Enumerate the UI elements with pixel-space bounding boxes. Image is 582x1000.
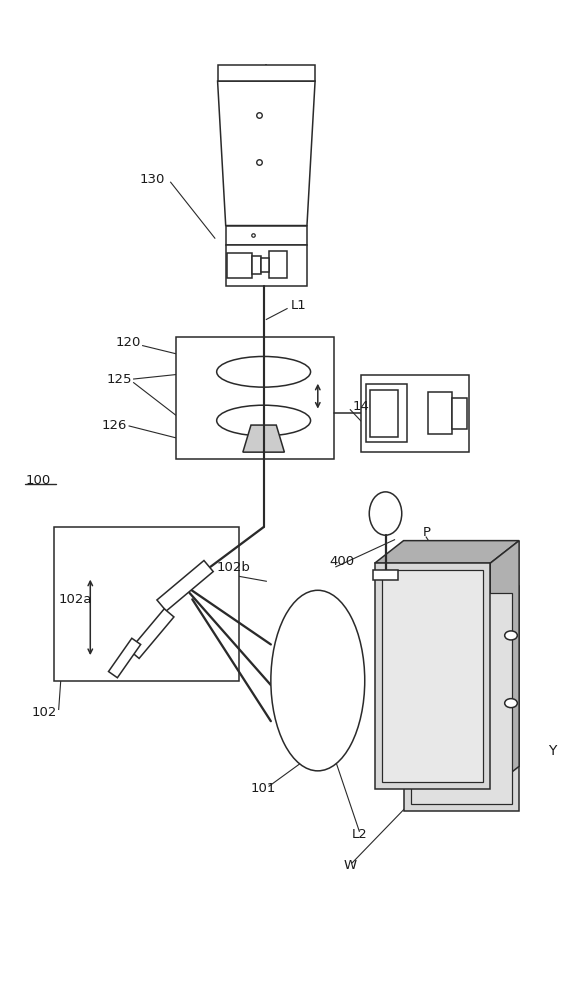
Text: 100: 100 [25,474,51,487]
Polygon shape [403,586,519,811]
Polygon shape [382,570,483,782]
Bar [54,527,239,681]
Bar [373,570,398,580]
Bar [226,245,307,286]
Text: 126: 126 [101,419,126,432]
Text: 130: 130 [140,173,165,186]
Ellipse shape [505,699,517,708]
Bar [252,256,261,274]
Bar [361,375,470,452]
Text: 120: 120 [116,336,141,349]
Bar [218,65,315,81]
Text: W: W [343,859,356,872]
Polygon shape [375,563,490,789]
Ellipse shape [217,405,311,436]
Bar [226,253,252,278]
Polygon shape [218,81,315,226]
Bar [269,251,287,278]
Bar [452,398,467,429]
Bar [261,258,269,272]
Text: L1: L1 [291,299,307,312]
Bar [365,384,407,442]
Ellipse shape [271,590,365,771]
Text: 102b: 102b [217,561,251,574]
Bar [226,226,307,245]
Text: L2: L2 [352,828,368,841]
Bar [370,390,398,437]
Text: Y: Y [548,744,556,758]
Ellipse shape [217,356,311,387]
Ellipse shape [505,631,517,640]
Polygon shape [243,425,285,452]
Polygon shape [490,541,519,789]
Bar [176,337,334,459]
Text: 400: 400 [329,555,354,568]
Text: 125: 125 [107,373,132,386]
Polygon shape [375,541,519,563]
Polygon shape [411,593,512,804]
Text: 101: 101 [251,782,276,795]
Text: 102: 102 [31,706,57,719]
Polygon shape [108,638,141,678]
Polygon shape [129,609,174,658]
Ellipse shape [369,492,402,535]
Text: P: P [423,526,431,539]
Text: 140: 140 [352,400,377,413]
Polygon shape [157,561,213,611]
Text: 102a: 102a [59,593,92,606]
Bar [428,392,452,434]
